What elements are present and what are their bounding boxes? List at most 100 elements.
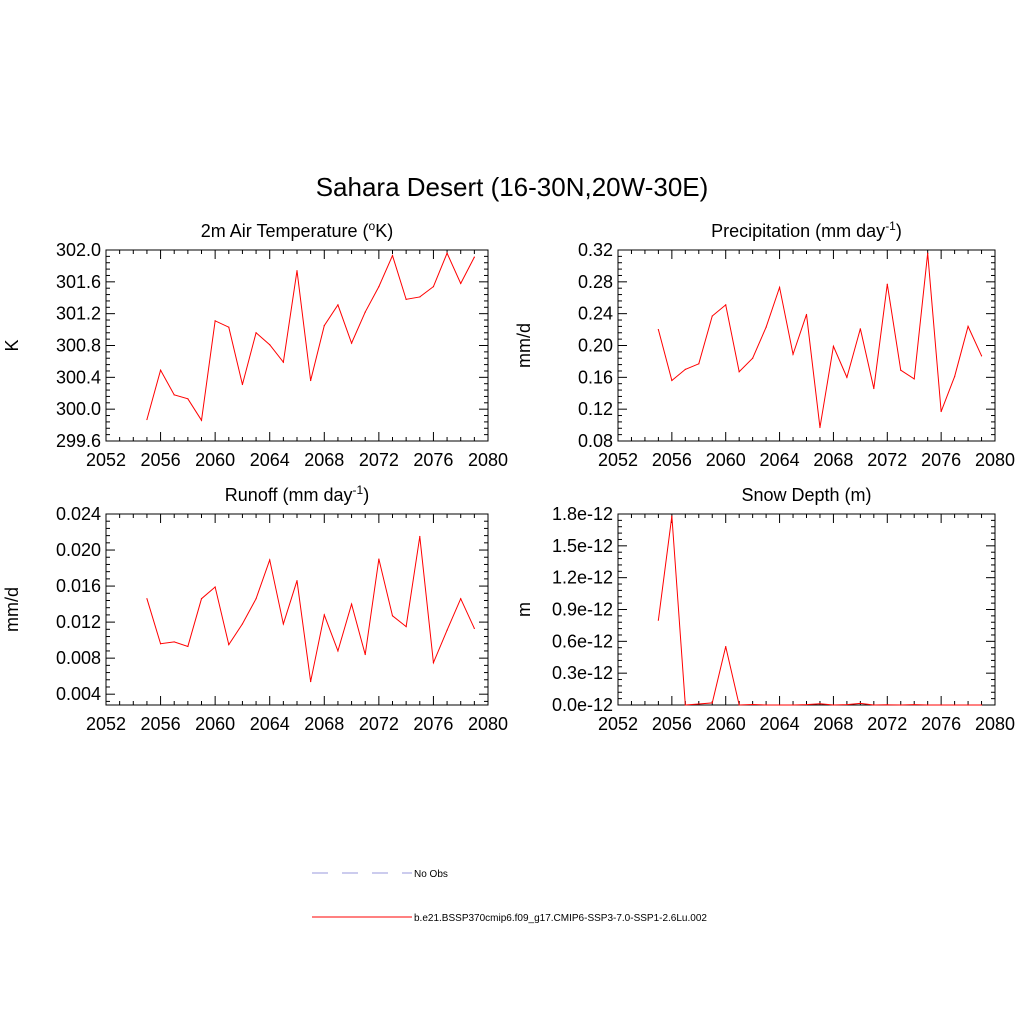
plot-frame [105, 513, 489, 706]
x-tick-label: 2076 [413, 714, 453, 734]
data-point [684, 704, 686, 706]
data-point [350, 342, 353, 344]
data-point [473, 256, 475, 258]
y-tick-label: 300.4 [56, 367, 101, 387]
data-point [832, 345, 835, 347]
data-point [173, 394, 175, 396]
data-point [228, 326, 230, 328]
data-point [886, 283, 888, 285]
legend: No Obs b.e21.BSSP370cmip6.f09_g17.CMIP6-S… [312, 869, 707, 924]
data-point [778, 286, 781, 288]
data-point [378, 558, 380, 560]
x-tick-label: 2060 [195, 714, 235, 734]
data-point [725, 646, 727, 648]
y-tick-label: 300.8 [56, 336, 101, 356]
data-point [214, 320, 216, 322]
y-tick-label: 0.20 [578, 336, 613, 356]
data-point [967, 704, 969, 706]
data-point [846, 376, 848, 378]
y-tick-label: 1.2e-12 [552, 568, 613, 588]
x-tick-label: 2080 [975, 714, 1015, 734]
data-point [146, 598, 148, 600]
data-point [671, 515, 673, 517]
data-point [805, 313, 808, 316]
x-tick-label: 2068 [304, 450, 344, 470]
data-point [187, 398, 189, 400]
data-point [778, 704, 781, 706]
data-point [886, 704, 888, 706]
data-point [913, 378, 915, 380]
y-tick-label: 0.28 [578, 272, 613, 292]
y-axis-label: mm/d [514, 323, 534, 368]
y-axis-label: mm/d [2, 587, 22, 632]
y-tick-label: 0.008 [56, 648, 101, 668]
data-point [269, 559, 271, 561]
x-tick-label: 2076 [921, 714, 961, 734]
y-tick-label: 302.0 [56, 240, 101, 260]
figure-title: Sahara Desert (16-30N,20W-30E) [316, 172, 709, 202]
x-tick-label: 2056 [141, 450, 181, 470]
y-tick-label: 1.8e-12 [552, 504, 613, 524]
data-point [657, 328, 659, 331]
x-tick-label: 2052 [598, 450, 638, 470]
data-point [752, 357, 754, 359]
data-point [913, 704, 915, 706]
title-text: 2m Air Temperature ( [201, 221, 369, 241]
data-point [228, 644, 230, 646]
plot-frame [617, 249, 996, 442]
x-tick-label: 2076 [413, 450, 453, 470]
data-point [873, 387, 875, 390]
x-tick-label: 2060 [195, 450, 235, 470]
x-tick-label: 2072 [359, 450, 399, 470]
series-line [657, 516, 982, 706]
x-tick-label: 2080 [975, 450, 1015, 470]
panel-4: Snow Depth (m) m 2052 2056 2060 2064 2068 2072 2… [514, 485, 1015, 734]
data-point [419, 296, 421, 298]
data-point [405, 298, 407, 300]
data-point [187, 645, 189, 648]
title-text: ) [896, 221, 902, 241]
data-point [337, 304, 339, 306]
x-tick-label: 2068 [304, 714, 344, 734]
data-point [819, 426, 821, 429]
y-tick-label: 0.3e-12 [552, 663, 613, 683]
plot-frame [617, 513, 996, 706]
data-point [159, 369, 162, 371]
x-tick-label: 2068 [813, 450, 853, 470]
x-tick-label: 2060 [706, 450, 746, 470]
panel-3: Runoff (mm day-1) mm/d 2052 2056 2060 2064 206… [2, 483, 508, 734]
data-point [859, 328, 861, 330]
data-point [698, 703, 700, 705]
y-tick-label: 0.12 [578, 399, 613, 419]
data-point [980, 355, 983, 357]
data-point [900, 369, 902, 371]
data-point [927, 704, 929, 706]
data-point [405, 626, 407, 628]
x-tick-label: 2076 [921, 450, 961, 470]
title-text: Precipitation (mm day [711, 221, 885, 241]
series-line [146, 251, 475, 422]
data-point [432, 286, 435, 288]
x-tick-label: 2056 [141, 714, 181, 734]
title-superscript: -1 [353, 483, 364, 497]
data-point [873, 704, 875, 706]
y-tick-label: 0.024 [56, 504, 101, 524]
data-point [296, 580, 298, 582]
y-tick-label: 301.2 [56, 304, 101, 324]
y-tick-label: 301.6 [56, 272, 101, 292]
data-point [940, 410, 942, 413]
x-tick-label: 2064 [760, 714, 800, 734]
data-point [323, 325, 325, 327]
data-point [159, 643, 162, 645]
data-point [282, 361, 284, 363]
data-point [954, 704, 956, 706]
data-point [792, 704, 794, 706]
panel-title: Precipitation (mm day-1) [711, 219, 902, 241]
legend-label-1: No Obs [414, 869, 448, 880]
data-point [738, 704, 740, 706]
y-tick-label: 299.6 [56, 431, 101, 451]
data-point [698, 363, 700, 365]
y-tick-label: 0.016 [56, 576, 101, 596]
x-tick-label: 2064 [250, 714, 290, 734]
